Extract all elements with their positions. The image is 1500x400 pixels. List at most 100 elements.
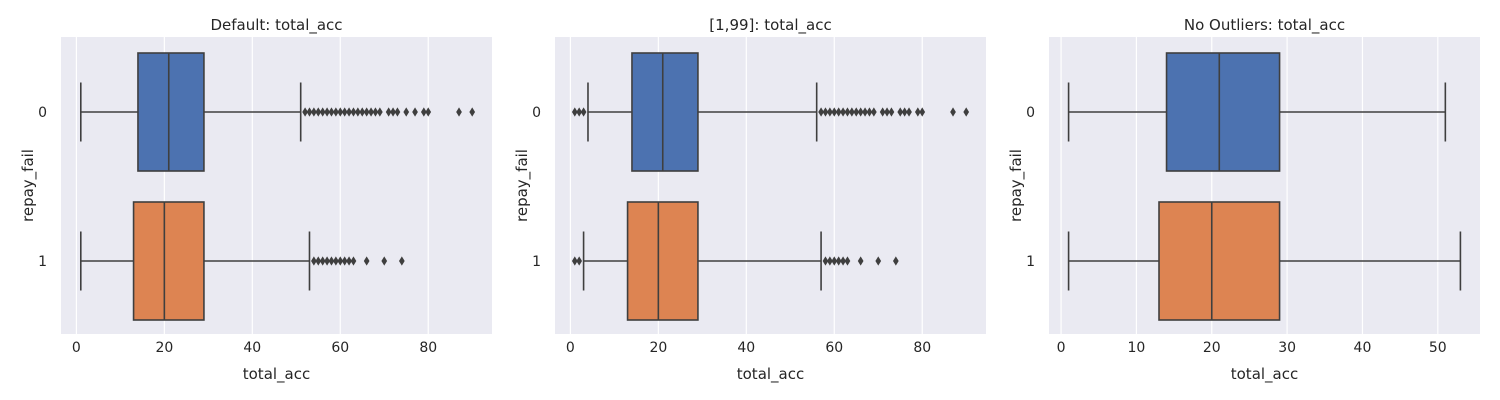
box-category-1 <box>1067 201 1462 321</box>
chart-title: No Outliers: total_acc <box>1184 16 1345 35</box>
outlier-point <box>355 107 361 117</box>
outlier-point <box>884 107 890 117</box>
outlier-point <box>333 107 339 117</box>
outlier-point <box>368 107 374 117</box>
outlier-point <box>337 256 344 266</box>
y-tick-labels: 01 <box>1026 105 1035 270</box>
x-tick-label: 40 <box>737 340 755 356</box>
outlier-point <box>919 107 926 117</box>
outlier-point <box>306 107 313 117</box>
outlier-point <box>333 256 339 266</box>
outlier-point <box>341 256 348 266</box>
outlier-point <box>311 107 317 117</box>
y-tick-labels: 01 <box>532 105 541 270</box>
x-axis-label: total_acc <box>243 365 311 384</box>
outlier-point <box>341 107 348 117</box>
y-tick-labels: 01 <box>38 105 47 270</box>
chart-title: [1,99]: total_acc <box>709 16 831 35</box>
outlier-point <box>412 107 418 117</box>
iqr-box <box>132 201 205 321</box>
outlier-point <box>328 256 335 266</box>
x-tick-label: 20 <box>649 340 667 356</box>
outlier-point <box>901 107 908 117</box>
box-category-1 <box>571 201 899 321</box>
outlier-point <box>381 256 388 266</box>
x-tick-label: 60 <box>825 340 843 356</box>
outlier-point <box>879 107 886 117</box>
outlier-point <box>319 256 326 266</box>
box-category-0 <box>571 52 970 172</box>
chart-panel-default: 0 20 40 60 80 01 Default: total_acc total_ac… <box>19 16 492 384</box>
outlier-point <box>425 107 432 117</box>
outlier-point <box>862 107 868 117</box>
outlier-point <box>319 107 326 117</box>
outlier-point <box>403 107 410 117</box>
x-axis-label: total_acc <box>737 365 805 384</box>
outlier-point <box>363 256 370 266</box>
outlier-point <box>840 256 846 266</box>
outlier-point <box>835 256 842 266</box>
outlier-point <box>398 256 405 266</box>
outlier-point <box>372 107 379 117</box>
outlier-point <box>914 107 921 117</box>
outlier-point <box>963 107 970 117</box>
x-tick-label: 10 <box>1127 340 1145 356</box>
x-tick-label: 20 <box>155 340 173 356</box>
outlier-point <box>571 107 578 117</box>
y-tick-label: 0 <box>1026 105 1035 121</box>
x-tick-label: 0 <box>1057 340 1066 356</box>
x-tick-label: 40 <box>243 340 261 356</box>
iqr-box <box>626 201 699 321</box>
outlier-point <box>328 107 335 117</box>
outlier-point <box>390 107 396 117</box>
box-category-0 <box>1067 52 1447 172</box>
x-tick-label: 40 <box>1354 340 1372 356</box>
x-tick-labels: 0 20 40 60 80 <box>72 340 437 356</box>
outlier-point <box>827 107 833 117</box>
box-marks <box>1067 52 1462 321</box>
x-tick-label: 60 <box>331 340 349 356</box>
outlier-point <box>363 107 370 117</box>
iqr-box <box>137 52 205 172</box>
box-category-0 <box>79 52 476 172</box>
outlier-point <box>456 107 462 117</box>
x-tick-label: 20 <box>1203 340 1221 356</box>
outlier-point <box>324 107 330 117</box>
outlier-point <box>377 107 383 117</box>
outlier-point <box>302 107 308 117</box>
outlier-point <box>857 107 864 117</box>
outlier-point <box>337 107 344 117</box>
chart-title: Default: total_acc <box>210 16 342 35</box>
plot-background <box>555 37 986 334</box>
y-axis-label: repay_fail <box>19 149 38 222</box>
iqr-box <box>1158 201 1281 321</box>
outlier-point <box>324 256 330 266</box>
outlier-point <box>315 107 322 117</box>
iqr-box <box>631 52 699 172</box>
outlier-point <box>857 256 864 266</box>
outlier-point <box>350 256 357 266</box>
outlier-point <box>866 107 873 117</box>
x-tick-label: 0 <box>72 340 81 356</box>
x-tick-label: 50 <box>1429 340 1447 356</box>
outlier-point <box>853 107 860 117</box>
outlier-point <box>827 256 833 266</box>
outlier-point <box>844 107 851 117</box>
chart-panel-1-99: 0 20 40 60 80 01 [1,99]: total_acc total_acc… <box>513 16 986 384</box>
outlier-point <box>350 107 357 117</box>
outlier-point <box>420 107 427 117</box>
outlier-point <box>844 256 851 266</box>
outlier-point <box>892 256 899 266</box>
outlier-point <box>576 256 583 266</box>
outlier-point <box>571 256 578 266</box>
outlier-point <box>897 107 904 117</box>
x-tick-labels: 0 20 40 60 80 <box>566 340 931 356</box>
outlier-point <box>394 107 401 117</box>
outlier-point <box>469 107 476 117</box>
box-category-1 <box>79 201 405 321</box>
x-tick-label: 30 <box>1278 340 1296 356</box>
plot-background <box>61 37 492 334</box>
x-tick-label: 80 <box>913 340 931 356</box>
x-axis-label: total_acc <box>1231 365 1299 384</box>
chart-panel-no-outliers: 0 10 20 30 40 50 01 No Outliers: total_acc to… <box>1007 16 1480 384</box>
